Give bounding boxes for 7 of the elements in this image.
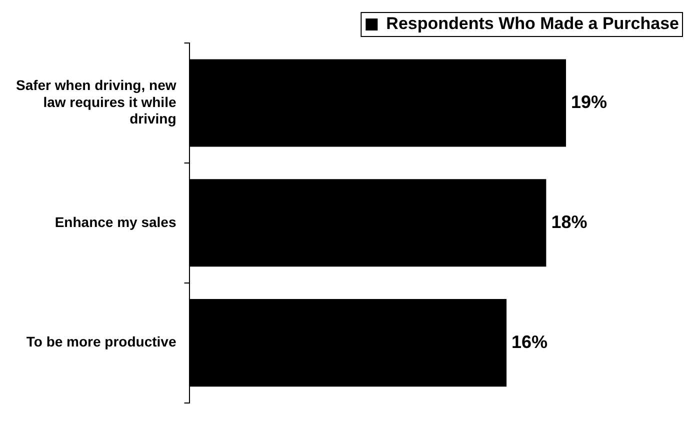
y-tick-label: To be more productive — [26, 334, 176, 350]
data-label: 19% — [571, 92, 608, 112]
data-label: 16% — [512, 332, 548, 352]
y-tick-label: Safer when driving, new law requires it while driving — [16, 77, 176, 127]
y-tick-label: Enhance my sales — [54, 214, 176, 230]
legend-label: Respondents Who Made a Purchase — [386, 14, 680, 34]
data-label: 18% — [551, 212, 588, 232]
